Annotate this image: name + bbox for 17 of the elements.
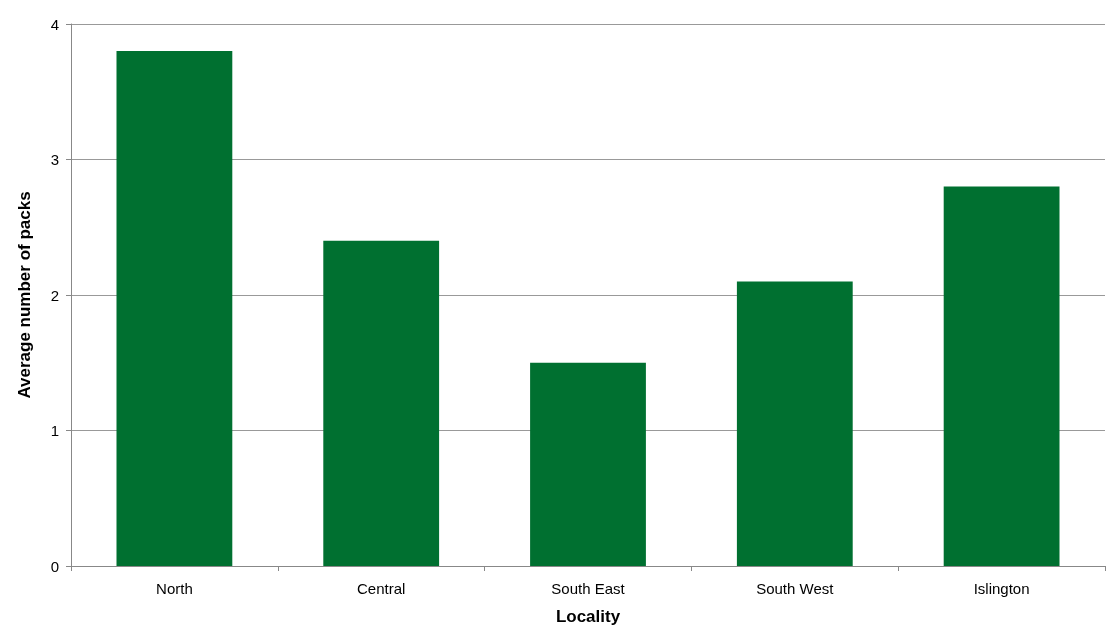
x-axis-title: Locality: [555, 607, 621, 626]
y-tick-label: 0: [50, 557, 59, 575]
y-tick-label: 4: [50, 15, 59, 33]
bar: [530, 362, 646, 566]
x-tick-label: Islington: [973, 580, 1030, 597]
y-axis-title: Average number of packs: [15, 191, 34, 399]
x-tick-label: North: [156, 580, 193, 597]
bar: [323, 240, 440, 566]
x-tick-label: South East: [551, 580, 626, 597]
y-tick-label: 3: [50, 151, 59, 168]
x-tick-label: South West: [756, 580, 835, 597]
y-tick-label: 1: [50, 422, 59, 439]
bar: [116, 51, 233, 566]
y-tick-label: 2: [50, 286, 59, 304]
x-tick-label: Central: [357, 580, 406, 597]
bar: [736, 281, 853, 566]
bar: [943, 186, 1060, 566]
